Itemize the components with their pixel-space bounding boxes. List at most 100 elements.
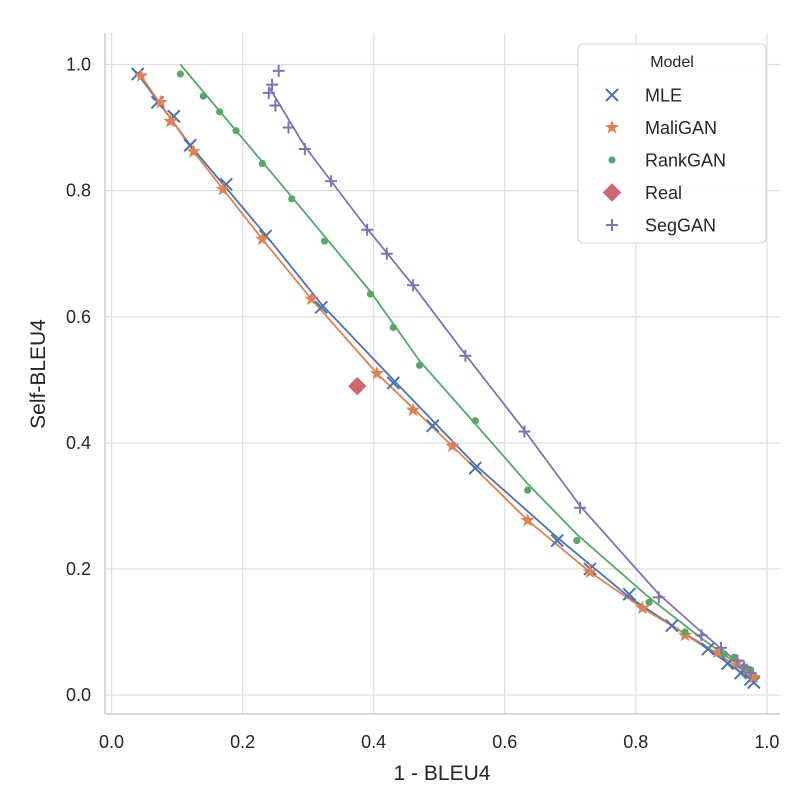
maligan-point xyxy=(133,68,149,82)
x-tick-label: 1.0 xyxy=(754,732,779,752)
grid xyxy=(105,33,780,714)
rankgan-point xyxy=(320,237,329,245)
legend-label-seggan: SegGAN xyxy=(645,216,716,236)
legend-item-seggan: SegGAN xyxy=(606,216,716,236)
rankgan-point xyxy=(176,70,184,78)
legend-marker-rankgan xyxy=(608,156,616,164)
mle-point xyxy=(468,461,482,475)
y-tick-label: 0.0 xyxy=(66,685,91,705)
mle-point-stroke xyxy=(701,642,715,656)
rankgan-point xyxy=(730,653,738,661)
legend: Model MLE MaliGAN RankGAN Real SegGAN xyxy=(577,43,767,244)
seggan-point xyxy=(262,86,275,99)
rankgan-point xyxy=(216,108,224,116)
maligan-point xyxy=(582,564,598,579)
mle-point-stroke xyxy=(468,461,482,475)
mle-point xyxy=(386,376,401,390)
y-tick-label: 0.8 xyxy=(66,181,91,201)
legend-label-real: Real xyxy=(645,183,682,203)
mle-point xyxy=(550,533,564,548)
mle-point-stroke xyxy=(747,675,761,690)
seggan-point xyxy=(282,121,295,134)
seggan-point xyxy=(715,641,728,654)
mle-point xyxy=(314,300,328,314)
maligan-point xyxy=(405,402,421,417)
y-tick-label: 0.4 xyxy=(66,433,91,453)
x-tick-label: 0.2 xyxy=(230,732,255,752)
y-axis-label: Self-BLEU4 xyxy=(27,319,50,429)
seggan-point xyxy=(272,64,285,77)
mle-point-stroke xyxy=(183,138,197,152)
rankgan-point xyxy=(199,92,207,100)
x-tick-label: 0.6 xyxy=(492,732,517,752)
mle-point xyxy=(425,419,440,433)
mle-point-stroke xyxy=(425,419,440,433)
x-tick-label: 0.0 xyxy=(99,732,124,752)
x-axis-label: 1 - BLEU4 xyxy=(394,762,491,785)
legend-items: MLE MaliGAN RankGAN Real SegGAN xyxy=(602,86,726,236)
maligan-point xyxy=(710,644,725,659)
mle-point-stroke xyxy=(386,376,401,390)
seggan-point xyxy=(298,143,311,156)
legend-marker-mle xyxy=(605,88,619,102)
seggan-point xyxy=(737,660,750,673)
y-tick-labels: 0.0 0.2 0.4 0.6 0.8 1.0 xyxy=(66,55,91,706)
legend-item-rankgan: RankGAN xyxy=(608,151,726,171)
x-tick-label: 0.8 xyxy=(623,732,648,752)
legend-marker-seggan xyxy=(606,219,618,231)
maligan-point xyxy=(304,291,319,306)
rankgan-point xyxy=(681,628,689,636)
maligan-point xyxy=(746,669,761,684)
rankgan-point xyxy=(471,417,479,425)
maligan-point xyxy=(215,181,231,196)
seggan-point xyxy=(269,99,282,112)
seggan-point xyxy=(325,175,338,188)
x-tick-labels: 0.0 0.2 0.4 0.6 0.8 1.0 xyxy=(99,732,779,752)
legend-box xyxy=(577,43,767,244)
data-points xyxy=(131,64,761,690)
seggan-point xyxy=(361,223,374,236)
y-tick-label: 1.0 xyxy=(66,55,91,75)
seggan-point xyxy=(695,629,708,642)
seggan-point xyxy=(744,667,757,680)
maligan-point xyxy=(163,113,178,128)
rankgan-point xyxy=(288,195,296,203)
rankgan-point xyxy=(524,486,532,494)
mle-point xyxy=(665,619,679,633)
legend-marker-maligan xyxy=(604,120,620,134)
seggan-point xyxy=(380,247,393,260)
rankgan-point xyxy=(232,127,240,135)
real-point xyxy=(348,376,367,396)
seggan-fit-line xyxy=(268,86,755,677)
maligan-point xyxy=(153,94,168,109)
legend-label-mle: MLE xyxy=(645,86,682,106)
y-tick-label: 0.2 xyxy=(66,559,91,579)
seggan-point xyxy=(574,501,587,514)
legend-marker-mle-stroke xyxy=(605,88,619,102)
mle-point-stroke xyxy=(622,587,636,601)
rankgan-point xyxy=(720,650,728,658)
legend-label-maligan: MaliGAN xyxy=(645,118,717,138)
x-tick-label: 0.4 xyxy=(361,732,386,752)
legend-title: Model xyxy=(650,54,694,71)
maligan-point xyxy=(369,366,385,380)
rankgan-point xyxy=(573,536,581,545)
y-tick-label: 0.6 xyxy=(66,307,91,327)
seggan-point xyxy=(731,654,744,667)
rankgan-point xyxy=(366,290,375,298)
legend-item-real: Real xyxy=(602,183,682,203)
seggan-point xyxy=(459,349,472,362)
seggan-point xyxy=(652,591,665,604)
seggan-point xyxy=(266,78,279,91)
maligan-point xyxy=(520,512,535,527)
mle-point xyxy=(622,587,636,601)
maligan-point xyxy=(186,144,201,158)
maligan-point xyxy=(635,600,650,615)
mle-point-stroke xyxy=(550,533,564,548)
legend-item-maligan: MaliGAN xyxy=(604,118,717,138)
rankgan-point xyxy=(389,323,397,332)
seggan-point xyxy=(518,425,531,438)
maligan-point xyxy=(255,231,270,246)
mle-point-stroke xyxy=(314,300,328,314)
